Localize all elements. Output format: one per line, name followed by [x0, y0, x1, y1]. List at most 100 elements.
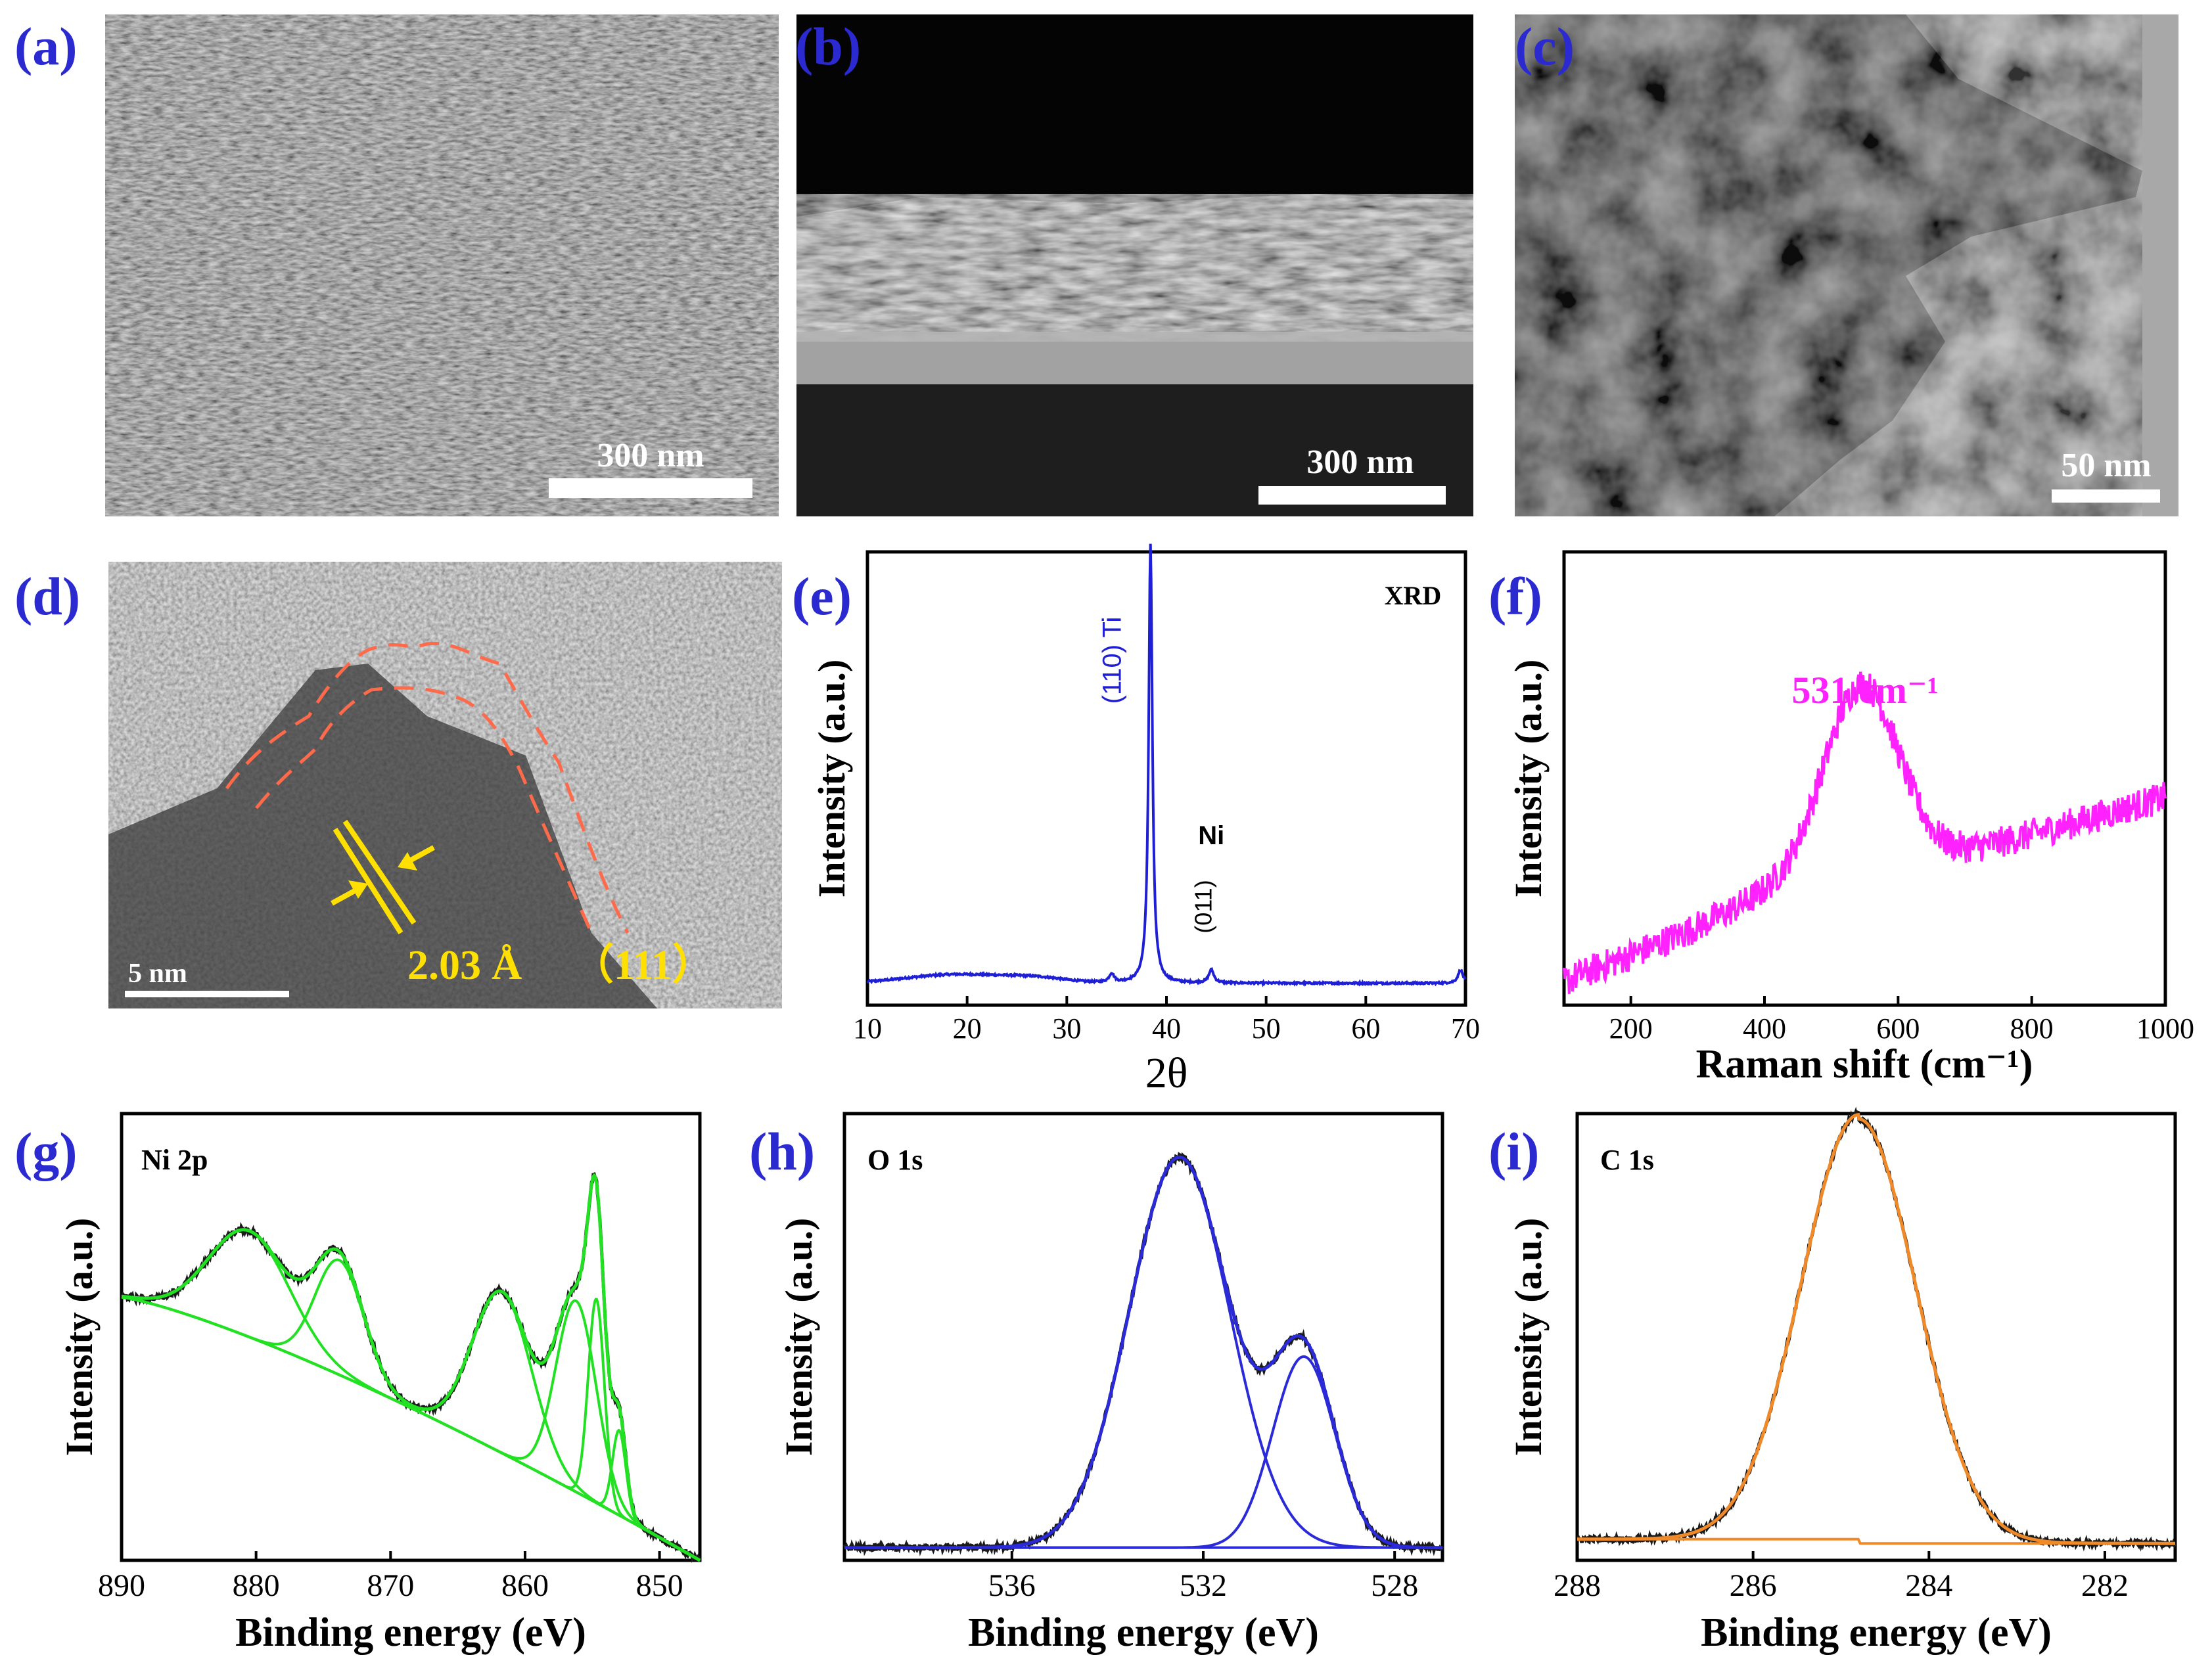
x-tick-label: 282 — [2081, 1568, 2129, 1603]
x-ticks-h: 536 532 528 — [988, 1551, 1418, 1603]
x-tick-label: 532 — [1180, 1568, 1227, 1603]
lattice-outline-outer — [225, 641, 630, 934]
plane-label: （111） — [572, 941, 714, 988]
d-spacing-marker — [331, 819, 435, 935]
y-axis-label-i: Intensity (a.u.) — [1507, 1218, 1550, 1457]
x-ticks-i: 288 286 284 282 — [1554, 1551, 2129, 1603]
x-tick-label: 40 — [1152, 1012, 1181, 1045]
x-tick-label: 870 — [367, 1568, 414, 1603]
fit-background — [1577, 1537, 2175, 1545]
y-axis-label-e: Intensity (a.u.) — [810, 660, 853, 898]
raman-series-line — [1563, 671, 2167, 994]
lattice-outline-inner — [255, 686, 593, 934]
x-ticks-f: 200 400 600 800 1000 — [1609, 996, 2194, 1045]
fit-envelope — [122, 1173, 701, 1562]
o-fit-curves — [844, 1155, 1442, 1550]
x-axis-label-e: 2θ — [1145, 1049, 1188, 1097]
fit-component-peak — [121, 1296, 701, 1562]
x-tick-label: 400 — [1743, 1012, 1786, 1045]
chart-h: 536 532 528 O 1s Binding energy (eV) Inten… — [777, 1112, 1444, 1655]
panel-a — [105, 14, 779, 516]
panel-label-h: (h) — [749, 1121, 815, 1181]
fit-component-peak — [121, 1296, 701, 1562]
d-spacing-label: 2.03 Å — [407, 941, 522, 988]
x-tick-label: 600 — [1876, 1012, 1920, 1045]
x-tick-label: 20 — [953, 1012, 982, 1045]
fit-component-peak — [844, 1355, 1442, 1549]
fit-envelope — [1577, 1113, 2175, 1545]
x-tick-label: 860 — [501, 1568, 549, 1603]
ni-fit-curves — [121, 1173, 701, 1562]
axes-frame-f — [1562, 550, 2167, 1007]
axes-frame-e — [865, 550, 1467, 1007]
scale-bar-label-d: 5 nm — [128, 959, 187, 989]
axes-frame-h — [842, 1112, 1444, 1562]
x-axis-label-g: Binding energy (eV) — [235, 1610, 586, 1655]
c-raw-data — [1577, 1106, 2177, 1552]
x-tick-label: 800 — [2010, 1012, 2054, 1045]
panel-d — [108, 562, 782, 1008]
panel-label-e: (e) — [792, 566, 852, 626]
x-tick-label: 30 — [1052, 1012, 1081, 1045]
x-tick-label: 284 — [1905, 1568, 1952, 1603]
panel-label-d: (d) — [14, 566, 80, 626]
scale-bar-b — [1258, 486, 1446, 505]
panel-b — [796, 14, 1473, 516]
xrd-series-line — [866, 543, 1467, 987]
chart-f: 200 400 600 800 1000 Raman shift (cm⁻¹) Inte… — [1507, 550, 2194, 1087]
scale-bar-label-a: 300 nm — [597, 437, 704, 474]
x-tick-label: 1000 — [2136, 1012, 2194, 1045]
x-axis-label-f: Raman shift (cm⁻¹) — [1696, 1042, 2033, 1087]
y-axis-label-h: Intensity (a.u.) — [777, 1218, 820, 1457]
chart-g: 890 880 870 860 850 Ni 2p Binding energy (eV… — [58, 1112, 702, 1655]
chart-e: 10 20 30 40 50 60 70 XRD 2θ Intensity (a.u.) (… — [810, 543, 1480, 1097]
x-ticks-g: 890 880 870 860 850 — [98, 1551, 683, 1603]
panel-labels: (a) (b) (c) (d) (e) (f) (g) (h) (i) — [14, 16, 1575, 1181]
substrate-interface — [796, 332, 1473, 384]
scale-bar-c — [2052, 489, 2160, 503]
c-fit-curves — [1577, 1113, 2175, 1545]
x-axis-label-h: Binding energy (eV) — [968, 1610, 1319, 1655]
annotation-raman-peak: 531 cm⁻¹ — [1791, 669, 1939, 712]
x-tick-label: 890 — [98, 1568, 145, 1603]
x-tick-label: 850 — [636, 1568, 683, 1603]
panel-label-a: (a) — [14, 16, 78, 76]
annotation-ti-110: (110) Ti — [1098, 617, 1127, 704]
crystal-region — [108, 664, 657, 1008]
x-tick-label: 528 — [1371, 1568, 1418, 1603]
axes-frame-i — [1575, 1112, 2177, 1562]
chart-title-h: O 1s — [867, 1144, 923, 1176]
axes-frame-g — [120, 1112, 702, 1562]
annotation-ni-011: (011) — [1189, 880, 1216, 933]
x-tick-label: 10 — [853, 1012, 882, 1045]
chart-title-e: XRD — [1385, 581, 1442, 610]
panel-label-b: (b) — [795, 16, 861, 76]
panel-label-g: (g) — [14, 1121, 78, 1181]
x-tick-label: 200 — [1609, 1012, 1653, 1045]
x-axis-label-i: Binding energy (eV) — [1701, 1610, 2052, 1655]
sem-top-texture — [105, 14, 779, 516]
x-tick-label: 50 — [1252, 1012, 1281, 1045]
fit-component-peak — [1577, 1113, 2175, 1545]
panel-c — [1515, 14, 2178, 516]
y-axis-label-f: Intensity (a.u.) — [1507, 660, 1550, 898]
fit-component-peak — [121, 1290, 701, 1562]
scale-bar-d — [125, 991, 289, 997]
x-tick-label: 70 — [1451, 1012, 1480, 1045]
x-ticks-e: 10 20 30 40 50 60 70 — [853, 996, 1480, 1045]
panel-label-i: (i) — [1488, 1121, 1539, 1181]
fit-component-peak — [121, 1296, 701, 1562]
chart-i: 288 286 284 282 C 1s Binding energy (eV) In… — [1507, 1106, 2177, 1655]
x-tick-label: 286 — [1730, 1568, 1777, 1603]
chart-title-i: C 1s — [1600, 1144, 1654, 1176]
y-axis-label-g: Intensity (a.u.) — [58, 1218, 101, 1457]
scale-bar-a — [549, 478, 752, 498]
scale-bar-label-b: 300 nm — [1306, 443, 1414, 481]
x-tick-label: 536 — [988, 1568, 1036, 1603]
x-tick-label: 288 — [1554, 1568, 1601, 1603]
fit-background — [121, 1296, 701, 1562]
panel-label-f: (f) — [1488, 566, 1542, 626]
x-tick-label: 60 — [1351, 1012, 1380, 1045]
x-tick-label: 880 — [233, 1568, 280, 1603]
